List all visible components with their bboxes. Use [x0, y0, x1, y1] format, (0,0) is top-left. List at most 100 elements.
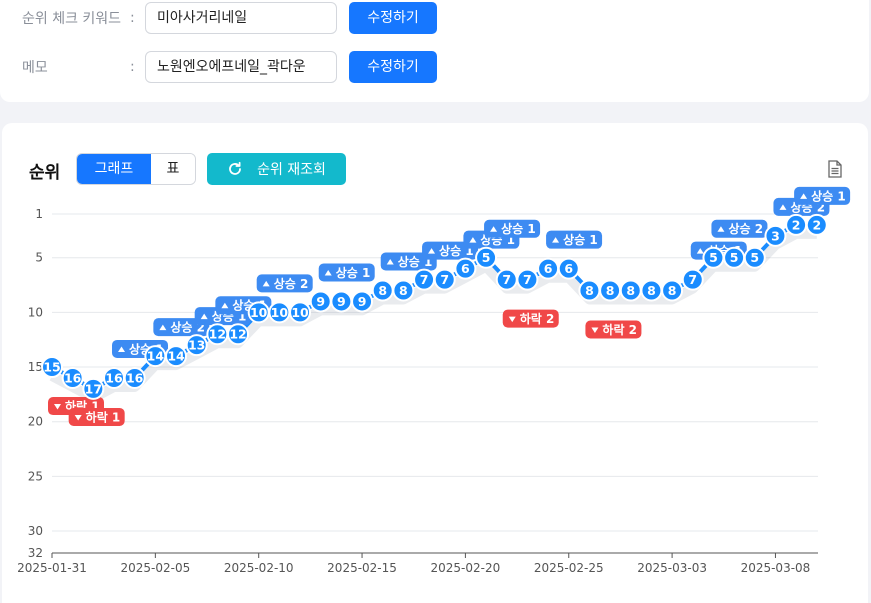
tab-graph[interactable]: 그래프 — [77, 154, 151, 184]
data-point[interactable] — [185, 334, 208, 357]
arrow-up-icon — [428, 248, 436, 254]
rank-change-label: 상승 2 — [274, 276, 309, 291]
rank-up-badge — [318, 263, 375, 282]
arrow-up-icon — [800, 193, 808, 199]
data-point-label: 7 — [523, 272, 532, 287]
data-point[interactable] — [351, 290, 374, 313]
data-point-label: 9 — [316, 294, 325, 309]
data-point-label: 6 — [544, 261, 553, 276]
y-tick-label: 15 — [28, 360, 43, 374]
rank-change-label: 상승 1 — [336, 265, 371, 280]
data-point-label: 8 — [626, 283, 635, 298]
data-point-label: 7 — [688, 272, 697, 287]
memo-edit-button[interactable]: 수정하기 — [349, 51, 437, 83]
rank-change-label: 하락 2 — [602, 322, 637, 337]
data-point[interactable] — [764, 224, 787, 247]
export-document-icon[interactable] — [827, 160, 843, 178]
y-tick-label: 1 — [35, 207, 43, 221]
data-point[interactable] — [392, 279, 415, 302]
data-point-label: 12 — [209, 327, 226, 342]
rank-change-label: 상승 1 — [501, 221, 536, 236]
x-tick-label: 2025-02-20 — [431, 561, 501, 575]
arrow-down-icon — [508, 316, 516, 323]
data-point-label: 5 — [482, 250, 491, 265]
data-point[interactable] — [82, 377, 105, 400]
arrow-down-icon — [54, 404, 61, 410]
data-point-label: 12 — [229, 327, 246, 342]
data-point[interactable] — [227, 323, 250, 346]
data-point-label: 13 — [188, 338, 205, 353]
arrow-up-icon — [696, 248, 704, 254]
y-tick-label: 5 — [35, 251, 43, 265]
memo-colon: : — [130, 59, 135, 75]
rank-title: 순위 — [29, 163, 61, 183]
rank-up-badge — [546, 230, 603, 249]
tab-table[interactable]: 표 — [151, 154, 195, 184]
data-point[interactable] — [557, 257, 580, 280]
x-tick-label: 2025-02-05 — [120, 561, 190, 575]
data-point-label: 8 — [606, 283, 615, 298]
data-point-label: 6 — [461, 261, 470, 276]
y-tick-label: 32 — [28, 546, 43, 560]
rank-up-badge — [711, 219, 768, 238]
data-point-label: 8 — [399, 283, 408, 298]
data-point[interactable] — [661, 279, 684, 302]
arrow-up-icon — [159, 324, 167, 331]
x-tick-label: 2025-02-15 — [327, 561, 397, 575]
data-point-label: 7 — [440, 272, 449, 287]
data-point[interactable] — [743, 246, 766, 269]
arrow-up-icon — [118, 346, 126, 352]
view-toggle: 그래프 표 — [76, 153, 196, 185]
x-tick-label: 2025-01-31 — [17, 561, 87, 575]
keyword-input[interactable]: 미아사거리네일 — [145, 2, 337, 34]
rank-change-label: 하락 2 — [520, 311, 555, 326]
data-point-label: 10 — [250, 305, 268, 320]
arrow-down-icon — [591, 327, 599, 334]
arrow-up-icon — [717, 226, 725, 232]
refresh-icon — [229, 161, 241, 175]
arrow-up-icon — [221, 302, 229, 309]
data-point[interactable] — [475, 246, 498, 269]
data-point-label: 8 — [668, 283, 677, 298]
data-point[interactable] — [433, 268, 456, 291]
data-point[interactable] — [41, 356, 63, 379]
arrow-up-icon — [324, 269, 332, 276]
data-point-label: 9 — [337, 294, 346, 309]
data-point-label: 5 — [750, 250, 759, 265]
y-tick-label: 25 — [28, 469, 43, 483]
y-tick-label: 30 — [28, 524, 43, 538]
data-point-label: 7 — [502, 272, 511, 287]
data-point[interactable] — [289, 301, 312, 324]
arrow-up-icon — [262, 280, 270, 287]
data-point-label: 2 — [812, 217, 821, 232]
rank-down-badge — [68, 407, 125, 426]
data-point[interactable] — [165, 345, 188, 368]
data-point[interactable] — [805, 213, 828, 236]
y-tick-label: 10 — [28, 305, 43, 319]
x-tick-label: 2025-02-10 — [224, 561, 294, 575]
data-point[interactable] — [681, 268, 704, 291]
memo-input[interactable]: 노원엔오에프네일_곽다운 — [145, 51, 337, 83]
data-point-label: 8 — [378, 283, 387, 298]
rank-down-badge — [585, 320, 642, 339]
data-point[interactable] — [61, 366, 84, 389]
data-point[interactable] — [454, 257, 477, 280]
rank-up-badge — [256, 274, 313, 293]
data-point[interactable] — [516, 268, 539, 291]
arrow-up-icon — [552, 237, 560, 243]
arrow-up-icon — [490, 226, 498, 232]
data-point[interactable] — [123, 366, 146, 389]
keyword-edit-button[interactable]: 수정하기 — [349, 2, 437, 34]
rank-change-label: 하락 1 — [86, 409, 121, 424]
rank-down-badge — [502, 309, 559, 328]
x-tick-label: 2025-03-08 — [741, 561, 811, 575]
refresh-rank-button[interactable]: 순위 재조회 — [207, 153, 346, 185]
data-point-label: 10 — [291, 305, 309, 320]
data-point-label: 5 — [709, 250, 718, 265]
y-tick-label: 20 — [28, 415, 43, 429]
data-point-label: 16 — [126, 370, 144, 385]
arrow-up-icon — [469, 237, 477, 243]
data-point-label: 3 — [771, 228, 780, 243]
x-tick-label: 2025-02-25 — [534, 561, 604, 575]
data-point-label: 9 — [358, 294, 367, 309]
